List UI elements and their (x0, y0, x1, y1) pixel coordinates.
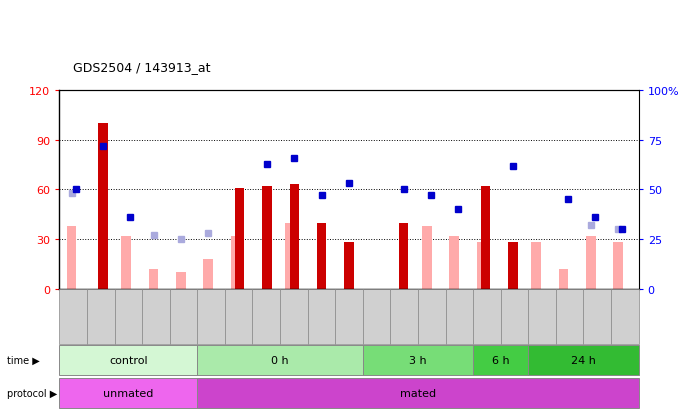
Bar (473, 289, 500, 344)
Bar (253, 289, 280, 344)
Bar (231, 236, 240, 289)
Text: 6 h: 6 h (492, 355, 510, 366)
Bar (614, 243, 623, 289)
Bar (121, 236, 131, 289)
Bar (418, 289, 445, 344)
Bar (285, 223, 295, 289)
Bar (528, 289, 556, 344)
Text: 0 h: 0 h (272, 355, 289, 366)
Bar (450, 236, 459, 289)
Text: 3 h: 3 h (409, 355, 426, 366)
Bar (290, 185, 299, 289)
Bar (204, 259, 213, 289)
Bar (198, 378, 639, 408)
Bar (500, 289, 528, 344)
Bar (176, 273, 186, 289)
Bar (611, 289, 639, 344)
Bar (558, 269, 568, 289)
Bar (481, 187, 491, 289)
Bar (280, 289, 308, 344)
Text: GDS2504 / 143913_at: GDS2504 / 143913_at (73, 62, 211, 74)
Bar (586, 236, 595, 289)
Bar (399, 223, 408, 289)
Text: unmated: unmated (103, 388, 154, 399)
Bar (59, 345, 198, 375)
Bar (473, 345, 528, 375)
Bar (584, 289, 611, 344)
Bar (556, 289, 584, 344)
Bar (87, 289, 114, 344)
Bar (531, 243, 541, 289)
Bar (170, 289, 198, 344)
Bar (308, 289, 335, 344)
Bar (225, 289, 253, 344)
Bar (528, 345, 639, 375)
Bar (477, 243, 487, 289)
Text: 24 h: 24 h (571, 355, 596, 366)
Bar (262, 187, 272, 289)
Bar (317, 223, 327, 289)
Text: time ▶: time ▶ (7, 355, 40, 366)
Text: protocol ▶: protocol ▶ (7, 388, 57, 399)
Bar (67, 226, 76, 289)
Bar (335, 289, 363, 344)
Bar (198, 345, 363, 375)
Bar (59, 378, 198, 408)
Bar (142, 289, 170, 344)
Bar (235, 188, 244, 289)
Bar (508, 243, 518, 289)
Bar (198, 289, 225, 344)
Text: control: control (109, 355, 147, 366)
Bar (422, 226, 431, 289)
Bar (114, 289, 142, 344)
Bar (445, 289, 473, 344)
Bar (149, 269, 158, 289)
Bar (363, 345, 473, 375)
Bar (98, 124, 107, 289)
Bar (344, 243, 354, 289)
Bar (363, 289, 390, 344)
Bar (59, 289, 87, 344)
Text: mated: mated (400, 388, 436, 399)
Bar (390, 289, 418, 344)
